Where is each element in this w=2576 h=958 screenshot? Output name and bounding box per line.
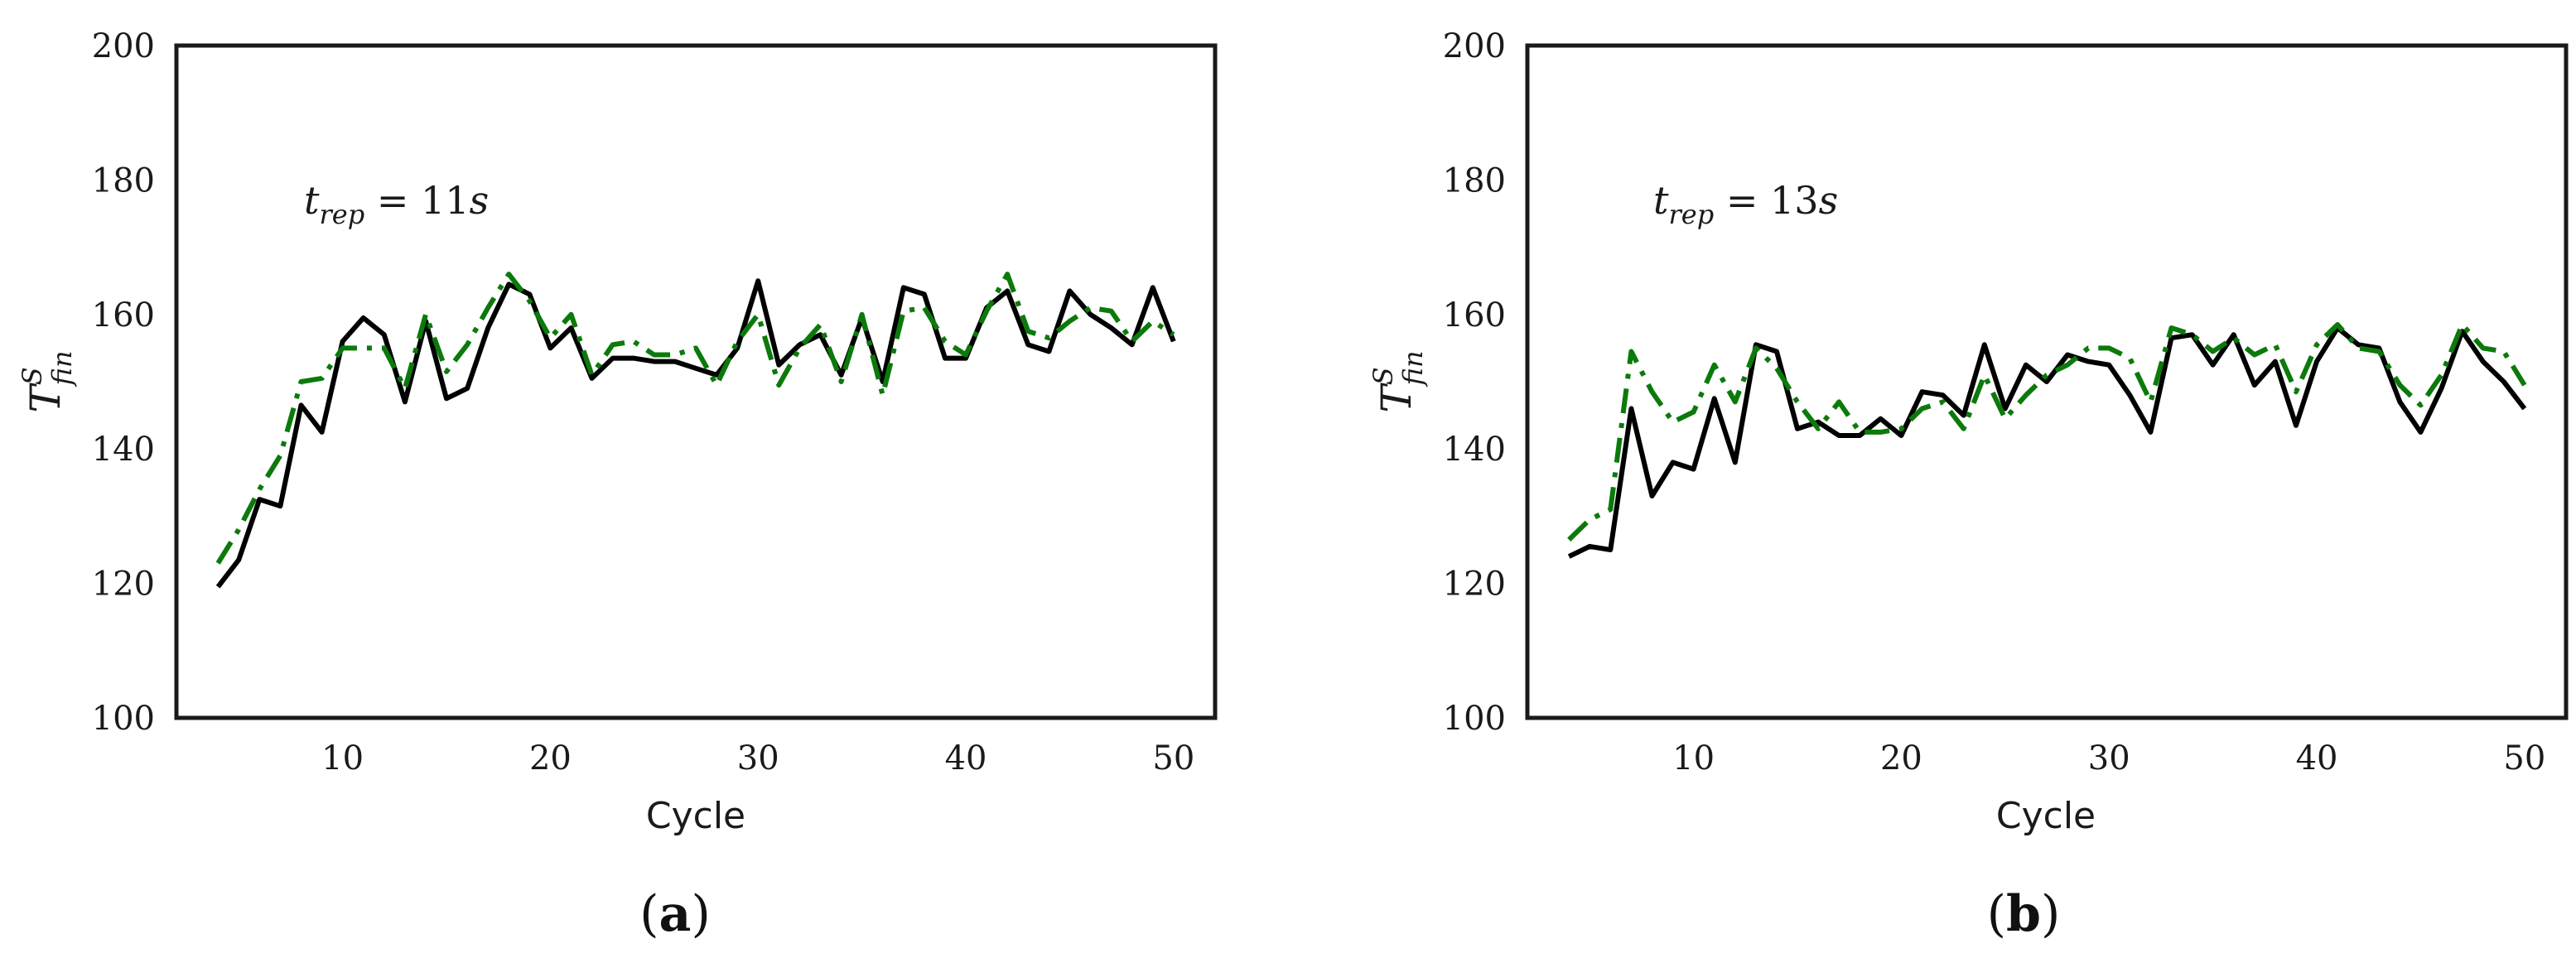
y-tick-label: 200 xyxy=(92,27,155,65)
series-line-black-solid xyxy=(1567,325,2527,559)
y-tick-label: 160 xyxy=(92,296,155,335)
x-tick-labels: 10 20 30 40 50 xyxy=(1672,739,2545,777)
x-tick-labels: 10 20 30 40 50 xyxy=(321,739,1194,777)
y-axis-label: TSfin xyxy=(17,350,78,412)
panel-label-b: (b) xyxy=(1987,885,2061,943)
x-tick-label: 10 xyxy=(1672,739,1715,777)
x-tick-label: 40 xyxy=(2296,739,2338,777)
y-tick-label: 140 xyxy=(1443,431,1506,469)
annotation-trep: trep = 11s xyxy=(304,178,489,230)
chart-panel-a: 100 120 140 160 180 200 10 20 30 40 50 trep = 11s… xyxy=(17,27,1218,943)
y-tick-label: 100 xyxy=(92,700,155,738)
x-tick-label: 40 xyxy=(945,739,987,777)
x-tick-label: 50 xyxy=(1152,739,1194,777)
y-tick-label: 100 xyxy=(1443,700,1506,738)
x-tick-label: 20 xyxy=(1880,739,1922,777)
series-line-green-dashdot xyxy=(215,272,1175,565)
series-group xyxy=(1567,322,2527,559)
y-tick-label: 140 xyxy=(92,431,155,469)
x-axis-label: Cycle xyxy=(646,795,745,837)
chart-panel-b: 100 120 140 160 180 200 10 20 30 40 50 trep = 13s… xyxy=(1368,27,2569,943)
plot-frame xyxy=(1525,43,2569,720)
annotation-trep: trep = 13s xyxy=(1653,178,1838,230)
y-axis-label: TSfin xyxy=(1368,350,1429,412)
series-group xyxy=(215,272,1176,589)
x-tick-label: 30 xyxy=(737,739,779,777)
series-line-green-dashdot xyxy=(1567,322,2527,542)
y-tick-label: 120 xyxy=(1443,566,1506,604)
y-tick-label: 200 xyxy=(1443,27,1506,65)
x-tick-label: 30 xyxy=(2088,739,2130,777)
y-tick-label: 180 xyxy=(92,161,155,200)
y-tick-label: 160 xyxy=(1443,296,1506,335)
x-axis-label: Cycle xyxy=(1996,795,2096,837)
x-tick-label: 20 xyxy=(529,739,572,777)
x-tick-label: 10 xyxy=(321,739,364,777)
y-tick-label: 180 xyxy=(1443,161,1506,200)
y-tick-labels: 100 120 140 160 180 200 xyxy=(1443,27,1506,738)
series-line-black-solid xyxy=(215,278,1176,589)
y-tick-label: 120 xyxy=(92,566,155,604)
x-tick-label: 50 xyxy=(2503,739,2545,777)
panel-label-a: (a) xyxy=(639,885,711,943)
y-tick-labels: 100 120 140 160 180 200 xyxy=(92,27,155,738)
plot-frame xyxy=(174,43,1218,720)
